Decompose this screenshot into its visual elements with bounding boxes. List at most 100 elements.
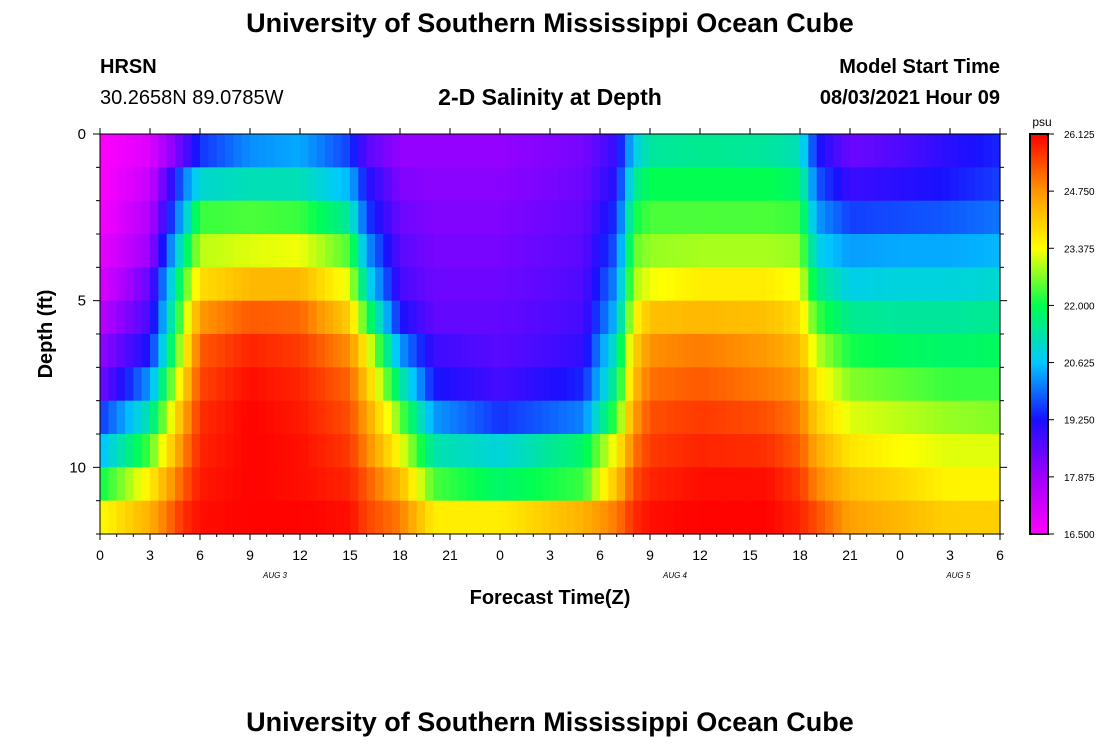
heatmap-cell bbox=[208, 467, 218, 502]
heatmap-cell bbox=[575, 467, 584, 502]
heatmap-cell bbox=[375, 167, 384, 202]
heatmap-cell bbox=[333, 334, 343, 368]
heatmap-cell bbox=[383, 334, 393, 368]
heatmap-cell bbox=[491, 367, 501, 402]
heatmap-cell bbox=[341, 300, 351, 335]
heatmap-cell bbox=[158, 267, 168, 302]
heatmap-cell bbox=[450, 434, 459, 468]
heatmap-cell bbox=[616, 200, 626, 235]
heatmap-cell bbox=[191, 167, 201, 202]
heatmap-cell bbox=[216, 200, 226, 235]
heatmap-cell bbox=[283, 200, 293, 235]
heatmap-cell bbox=[983, 500, 993, 535]
heatmap-cell bbox=[783, 434, 793, 468]
heatmap-cell bbox=[616, 234, 626, 268]
heatmap-cell bbox=[608, 467, 618, 502]
heatmap-cell bbox=[175, 367, 184, 402]
heatmap-cell bbox=[158, 200, 168, 235]
heatmap-cell bbox=[866, 367, 876, 402]
heatmap-cell bbox=[566, 234, 576, 268]
heatmap-cell bbox=[766, 300, 776, 335]
heatmap-cell bbox=[350, 500, 359, 535]
heatmap-cell bbox=[408, 200, 418, 235]
heatmap-cell bbox=[216, 267, 226, 302]
heatmap-cell bbox=[450, 500, 459, 535]
heatmap-cell bbox=[316, 200, 326, 235]
heatmap-cell bbox=[341, 367, 351, 402]
heatmap-cell bbox=[800, 300, 809, 335]
heatmap-cell bbox=[925, 467, 934, 502]
heatmap-cell bbox=[725, 134, 734, 168]
heatmap-cell bbox=[600, 200, 609, 235]
heatmap-cell bbox=[316, 434, 326, 468]
heatmap-cell bbox=[966, 134, 976, 168]
heatmap-cell bbox=[725, 300, 734, 335]
heatmap-cell bbox=[500, 334, 509, 368]
heatmap-cell bbox=[525, 167, 534, 202]
heatmap-cell bbox=[341, 500, 351, 535]
heatmap-cell bbox=[108, 300, 118, 335]
heatmap-cell bbox=[191, 434, 201, 468]
heatmap-cell bbox=[775, 167, 784, 202]
heatmap-cell bbox=[766, 334, 776, 368]
heatmap-cell bbox=[450, 467, 459, 502]
heatmap-cell bbox=[816, 500, 826, 535]
heatmap-cell bbox=[466, 467, 476, 502]
heatmap-cell bbox=[541, 234, 551, 268]
heatmap-cell bbox=[400, 334, 409, 368]
heatmap-cell bbox=[816, 234, 826, 268]
heatmap-cell bbox=[825, 134, 834, 168]
heatmap-cell bbox=[125, 434, 134, 468]
heatmap-cell bbox=[191, 200, 201, 235]
model-start-value: 08/03/2021 Hour 09 bbox=[819, 87, 1000, 109]
heatmap-cell bbox=[483, 200, 493, 235]
heatmap-cell bbox=[133, 334, 143, 368]
heatmap-cell bbox=[858, 234, 868, 268]
heatmap-cell bbox=[900, 167, 909, 202]
heatmap-cell bbox=[775, 300, 784, 335]
heatmap-cell bbox=[316, 167, 326, 202]
heatmap-cell bbox=[800, 500, 809, 535]
heatmap-cell bbox=[175, 267, 184, 302]
heatmap-cell bbox=[950, 500, 959, 535]
heatmap-cell bbox=[466, 400, 476, 435]
heatmap-cell bbox=[125, 467, 134, 502]
heatmap-cell bbox=[800, 267, 809, 302]
heatmap-cell bbox=[800, 367, 809, 402]
heatmap-cell bbox=[333, 167, 343, 202]
heatmap-cell bbox=[775, 467, 784, 502]
heatmap-cell bbox=[700, 134, 709, 168]
heatmap-cell bbox=[625, 234, 634, 268]
heatmap-cell bbox=[750, 267, 759, 302]
heatmap-cell bbox=[366, 300, 376, 335]
heatmap-cell bbox=[983, 267, 993, 302]
heatmap-cell bbox=[291, 300, 301, 335]
heatmap-cell bbox=[650, 234, 659, 268]
heatmap-cell bbox=[541, 267, 551, 302]
heatmap-cell bbox=[766, 500, 776, 535]
heatmap-cell bbox=[316, 367, 326, 402]
heatmap-cell bbox=[958, 267, 968, 302]
heatmap-cell bbox=[641, 334, 651, 368]
heatmap-cell bbox=[733, 500, 743, 535]
heatmap-cell bbox=[991, 167, 1001, 202]
heatmap-cell bbox=[625, 434, 634, 468]
heatmap-cell bbox=[358, 467, 368, 502]
heatmap-cell bbox=[650, 167, 659, 202]
heatmap-cell bbox=[866, 234, 876, 268]
heatmap-cell bbox=[125, 400, 134, 435]
heatmap-cell bbox=[391, 200, 401, 235]
heatmap-cell bbox=[575, 334, 584, 368]
heatmap-cell bbox=[766, 267, 776, 302]
heatmap-cell bbox=[208, 167, 218, 202]
heatmap-cell bbox=[541, 400, 551, 435]
heatmap-cell bbox=[591, 300, 601, 335]
heatmap-cell bbox=[591, 234, 601, 268]
heatmap-cell bbox=[725, 434, 734, 468]
heatmap-cell bbox=[866, 400, 876, 435]
heatmap-cell bbox=[916, 434, 926, 468]
heatmap-cell bbox=[908, 134, 918, 168]
heatmap-cell bbox=[308, 334, 318, 368]
heatmap-cell bbox=[591, 367, 601, 402]
heatmap-cell bbox=[208, 234, 218, 268]
